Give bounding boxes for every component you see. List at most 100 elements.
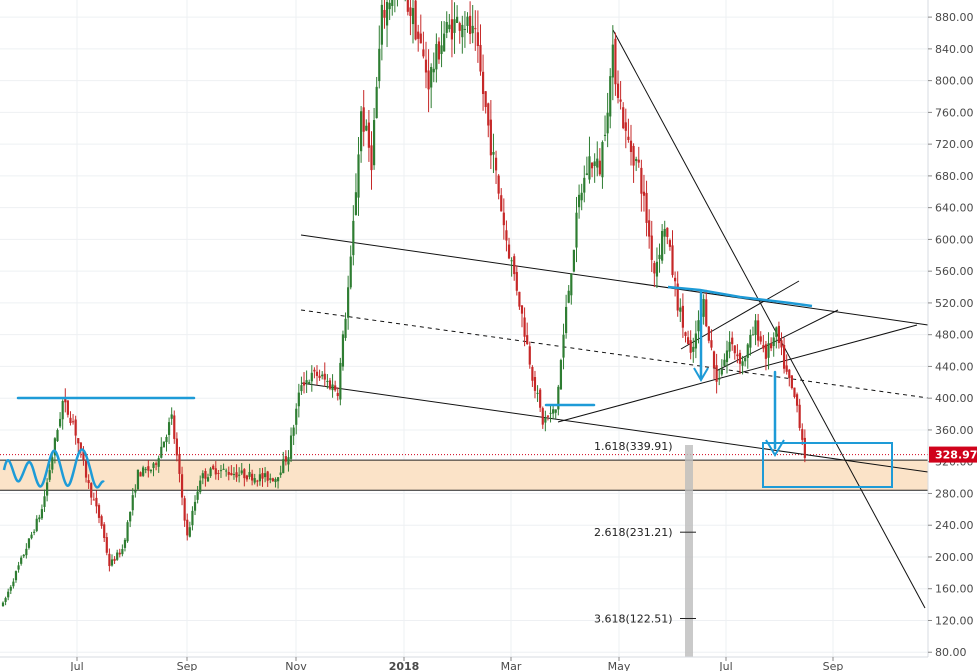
candle-body — [27, 538, 31, 548]
candle-body — [515, 272, 518, 291]
candle-body — [507, 244, 511, 259]
candle-body — [609, 76, 612, 117]
candle-body — [406, 0, 409, 12]
candle-body — [622, 107, 625, 129]
fib-extension: 1.618(339.91) 2.618(231.21) 3.618(122.51) — [594, 440, 696, 657]
candle-body — [193, 501, 197, 511]
blue-annotations — [2, 285, 893, 489]
candle-body — [640, 167, 643, 194]
candle-body — [650, 235, 653, 260]
trendlines — [300, 29, 929, 609]
candle-body — [170, 414, 173, 419]
candle-body — [199, 480, 202, 493]
candle-body — [295, 408, 298, 425]
candle-body — [186, 519, 189, 536]
candle-body — [43, 496, 46, 507]
candle-body — [230, 472, 233, 476]
candle-body — [526, 335, 529, 345]
candle-body — [20, 557, 23, 564]
blue-arrow-head — [765, 439, 785, 457]
candle-body — [136, 469, 140, 490]
candle-body — [684, 332, 687, 336]
candle-body — [497, 175, 500, 194]
candle-body — [754, 320, 757, 336]
candle-body — [448, 24, 451, 30]
candle-body — [705, 299, 708, 327]
candle-body — [614, 38, 617, 85]
candle-body — [116, 552, 119, 560]
candle-body — [481, 71, 485, 94]
candle-body — [795, 394, 799, 406]
candle-body — [583, 177, 586, 193]
candle-body — [471, 25, 474, 34]
candle-body — [759, 336, 762, 342]
candle-body — [676, 283, 679, 311]
candle-body — [450, 19, 454, 40]
candle-body — [552, 409, 555, 414]
candle-body — [152, 463, 155, 468]
candle-body — [593, 161, 596, 166]
candle-body — [214, 468, 217, 475]
candle-body — [7, 591, 10, 598]
candle-body — [502, 212, 505, 226]
candle-body — [385, 1, 389, 26]
candle-body — [12, 581, 15, 587]
candle-body — [167, 422, 171, 436]
trendline — [715, 309, 839, 372]
x-tick-label: Sep — [823, 660, 844, 671]
candle-body — [562, 334, 565, 358]
last-price-tag: 328.97 — [929, 446, 977, 463]
candlesticks — [1, 0, 806, 607]
candle-body — [518, 291, 521, 307]
candle-body — [466, 16, 469, 26]
candle-body — [718, 378, 721, 380]
candle-body — [720, 369, 723, 375]
x-tick-label: Mar — [501, 660, 522, 671]
candle-body — [476, 32, 479, 47]
candle-body — [276, 477, 280, 482]
candle-body — [681, 305, 684, 328]
candle-body — [663, 228, 666, 237]
candle-body — [596, 158, 599, 168]
time-axis: Jul Sep Nov 2018 Mar May Jul Sep — [0, 656, 928, 671]
candle-body — [344, 318, 347, 338]
candle-body — [33, 531, 36, 533]
y-tick-label: 560.00 — [935, 265, 974, 278]
candle-body — [435, 44, 438, 70]
candle-body — [637, 159, 640, 163]
candle-body — [103, 524, 106, 539]
candle-body — [653, 263, 656, 274]
candle-body — [126, 522, 129, 542]
candle-body — [287, 457, 290, 465]
last-price-value: 328.97 — [935, 449, 977, 462]
y-tick-label: 520.00 — [935, 297, 974, 310]
y-tick-label: 400.00 — [935, 392, 974, 405]
candle-body — [372, 120, 376, 166]
candle-body — [209, 468, 212, 477]
candle-body — [256, 480, 259, 482]
blue-squiggle — [2, 448, 105, 489]
candle-body — [206, 477, 210, 482]
y-tick-label: 200.00 — [935, 551, 974, 564]
candle-body — [149, 469, 153, 472]
candle-body — [725, 350, 729, 363]
y-tick-label: 360.00 — [935, 424, 974, 437]
candle-body — [370, 145, 373, 171]
candle-body — [71, 421, 75, 423]
candle-body — [51, 457, 54, 470]
candle-body — [627, 136, 630, 141]
candle-body — [360, 111, 363, 152]
candle-body — [248, 472, 251, 477]
y-tick-label: 760.00 — [935, 106, 974, 119]
candle-body — [25, 548, 28, 556]
candle-body — [14, 571, 18, 581]
candle-body — [217, 472, 220, 474]
candle-body — [79, 442, 82, 450]
candle-body — [557, 386, 560, 410]
candle-body — [357, 154, 360, 198]
candle-body — [162, 441, 165, 448]
candle-body — [546, 415, 550, 417]
candle-body — [549, 412, 552, 414]
candle-body — [292, 427, 295, 436]
